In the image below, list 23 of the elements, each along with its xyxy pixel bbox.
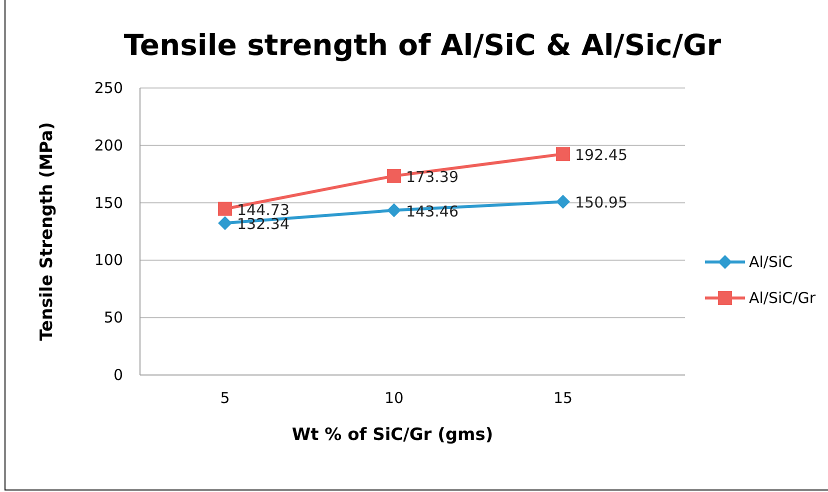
y-tick-label: 50 [104,308,123,327]
y-tick-label: 0 [113,366,123,384]
data-label: 150.95 [575,194,628,212]
y-tick-label: 100 [94,251,123,270]
legend-label: Al/SiC [749,253,793,271]
point [556,147,570,162]
data-label: 173.39 [406,168,458,186]
chart-title: Tensile strength of Al/SiC & Al/Sic/Gr [124,28,722,62]
point [218,202,232,216]
x-tick-label: 5 [220,389,230,407]
y-tick-label: 150 [94,194,123,212]
point [387,168,401,183]
point [556,194,570,209]
y-tick-label: 200 [94,136,123,154]
legend-label: Al/SiC/Gr [749,289,816,307]
x-tick-label: 15 [553,389,573,407]
point [218,216,232,230]
x-tick-label: 10 [384,389,404,407]
data-label: 192.45 [575,146,628,164]
x-axis-title: Wt % of SiC/Gr (gms) [292,425,494,445]
y-axis-title: Tensile Strength (MPa) [37,122,57,341]
y-tick-label: 250 [94,79,123,97]
point [387,203,401,218]
